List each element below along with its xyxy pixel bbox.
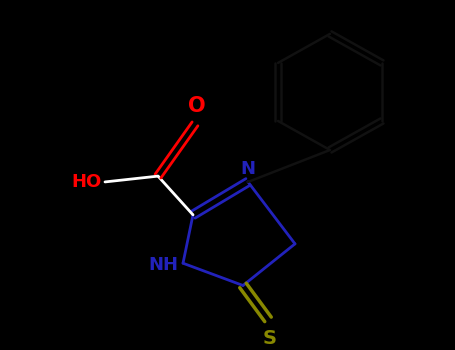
Text: HO: HO <box>72 173 102 191</box>
Text: S: S <box>263 329 277 348</box>
Text: NH: NH <box>148 256 178 274</box>
Text: N: N <box>241 160 256 178</box>
Text: O: O <box>188 96 206 116</box>
